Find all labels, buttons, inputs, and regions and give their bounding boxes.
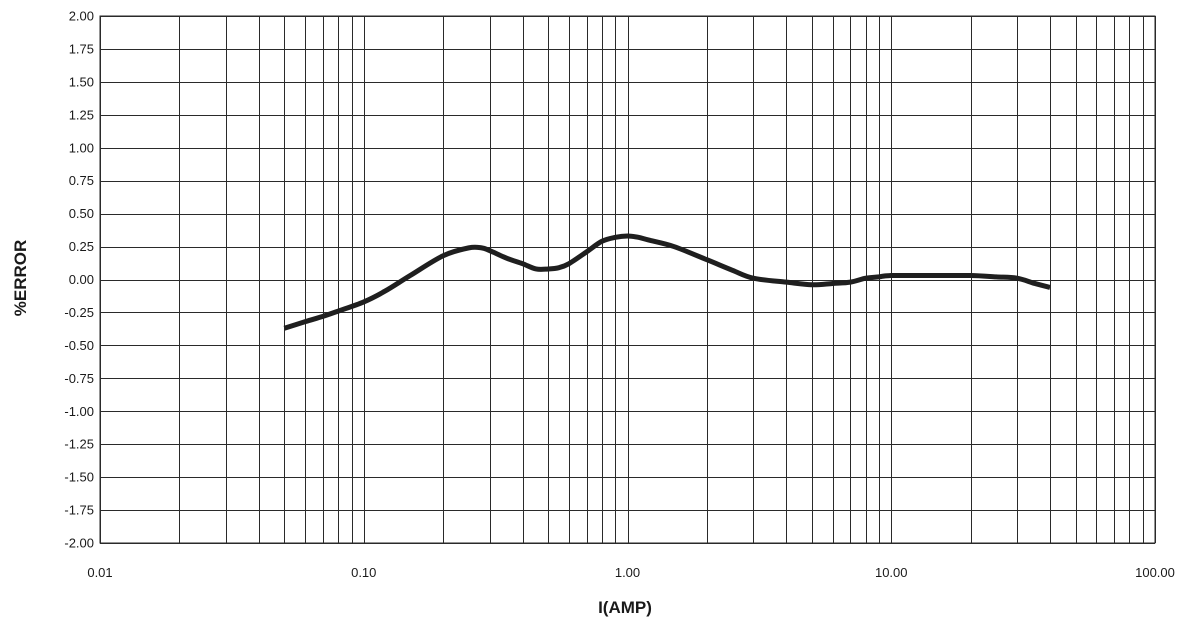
y-tick-label: -0.75 [64,371,94,386]
x-tick-labels: 0.01 0.10 1.00 10.00 100.00 [87,565,1175,580]
y-tick-label: 2.00 [69,9,94,24]
y-tick-label: 0.00 [69,272,94,287]
x-tick-label: 0.10 [351,565,376,580]
y-tick-label: 1.50 [69,74,94,89]
error-series-line [283,233,1051,331]
y-tick-label: 1.00 [69,140,94,155]
y-tick-label: -1.50 [64,470,94,485]
plot-area [99,15,1156,544]
y-tick-label: 1.25 [69,107,94,122]
y-tick-label: -0.50 [64,338,94,353]
x-tick-label: 0.01 [87,565,112,580]
y-tick-label: -0.25 [64,305,94,320]
y-tick-label: -1.75 [64,503,94,518]
series-layer [283,233,1051,331]
y-tick-label: -1.25 [64,437,94,452]
x-axis-title: I(AMP) [598,598,652,617]
y-tick-label: 0.50 [69,206,94,221]
y-tick-label: 0.25 [69,239,94,254]
x-tick-label: 10.00 [875,565,908,580]
x-tick-label: 100.00 [1135,565,1175,580]
y-tick-label: -1.00 [64,404,94,419]
y-tick-label: -2.00 [64,536,94,551]
y-axis-title: %ERROR [11,240,30,317]
x-tick-label: 1.00 [615,565,640,580]
y-tick-label: 1.75 [69,41,94,56]
y-tick-labels: 2.00 1.75 1.50 1.25 1.00 0.75 0.50 0.25 0.00 -0.2… [64,9,94,551]
y-tick-label: 0.75 [69,173,94,188]
grid-layer [99,15,1156,544]
